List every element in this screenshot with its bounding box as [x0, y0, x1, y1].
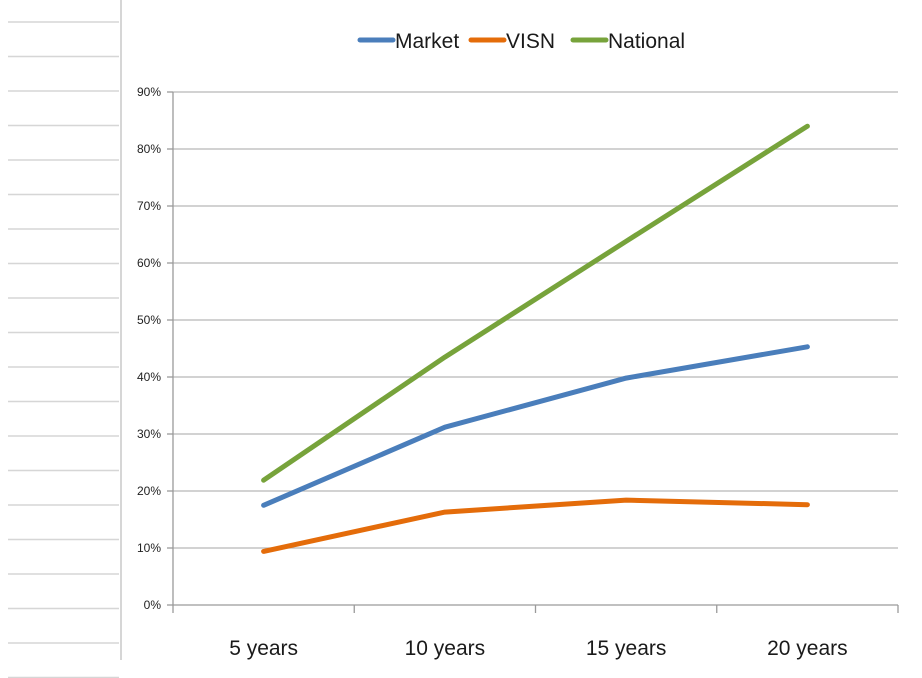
y-tick-label: 80%: [137, 142, 161, 156]
y-tick-label: 60%: [137, 256, 161, 270]
y-tick-label: 10%: [137, 541, 161, 555]
spreadsheet-row-lines: [8, 21, 119, 678]
chart-series: [261, 123, 810, 554]
y-tick-label: 40%: [137, 370, 161, 384]
legend-label: National: [608, 30, 685, 53]
y-tick-label: 20%: [137, 484, 161, 498]
y-tick-label: 50%: [137, 313, 161, 327]
y-tick-label: 90%: [137, 85, 161, 99]
y-tick-label: 70%: [137, 199, 161, 213]
y-tick-label: 30%: [137, 427, 161, 441]
legend-label: VISN: [506, 30, 555, 53]
x-tick-label: 20 years: [767, 637, 848, 660]
legend-label: Market: [395, 30, 459, 53]
series-line-market: [261, 344, 810, 508]
x-axis: 5 years 10 years 15 years 20 years: [172, 605, 899, 660]
series-line-national: [261, 123, 810, 483]
series-line-visn: [261, 497, 810, 554]
y-axis: 0% 10% 20% 30% 40% 50% 60% 70% 80% 90%: [137, 85, 174, 612]
chart-legend: Market VISN National: [357, 30, 685, 53]
y-tick-label: 0%: [144, 598, 162, 612]
x-tick-label: 10 years: [405, 637, 486, 660]
x-tick-label: 5 years: [229, 637, 298, 660]
x-tick-label: 15 years: [586, 637, 667, 660]
